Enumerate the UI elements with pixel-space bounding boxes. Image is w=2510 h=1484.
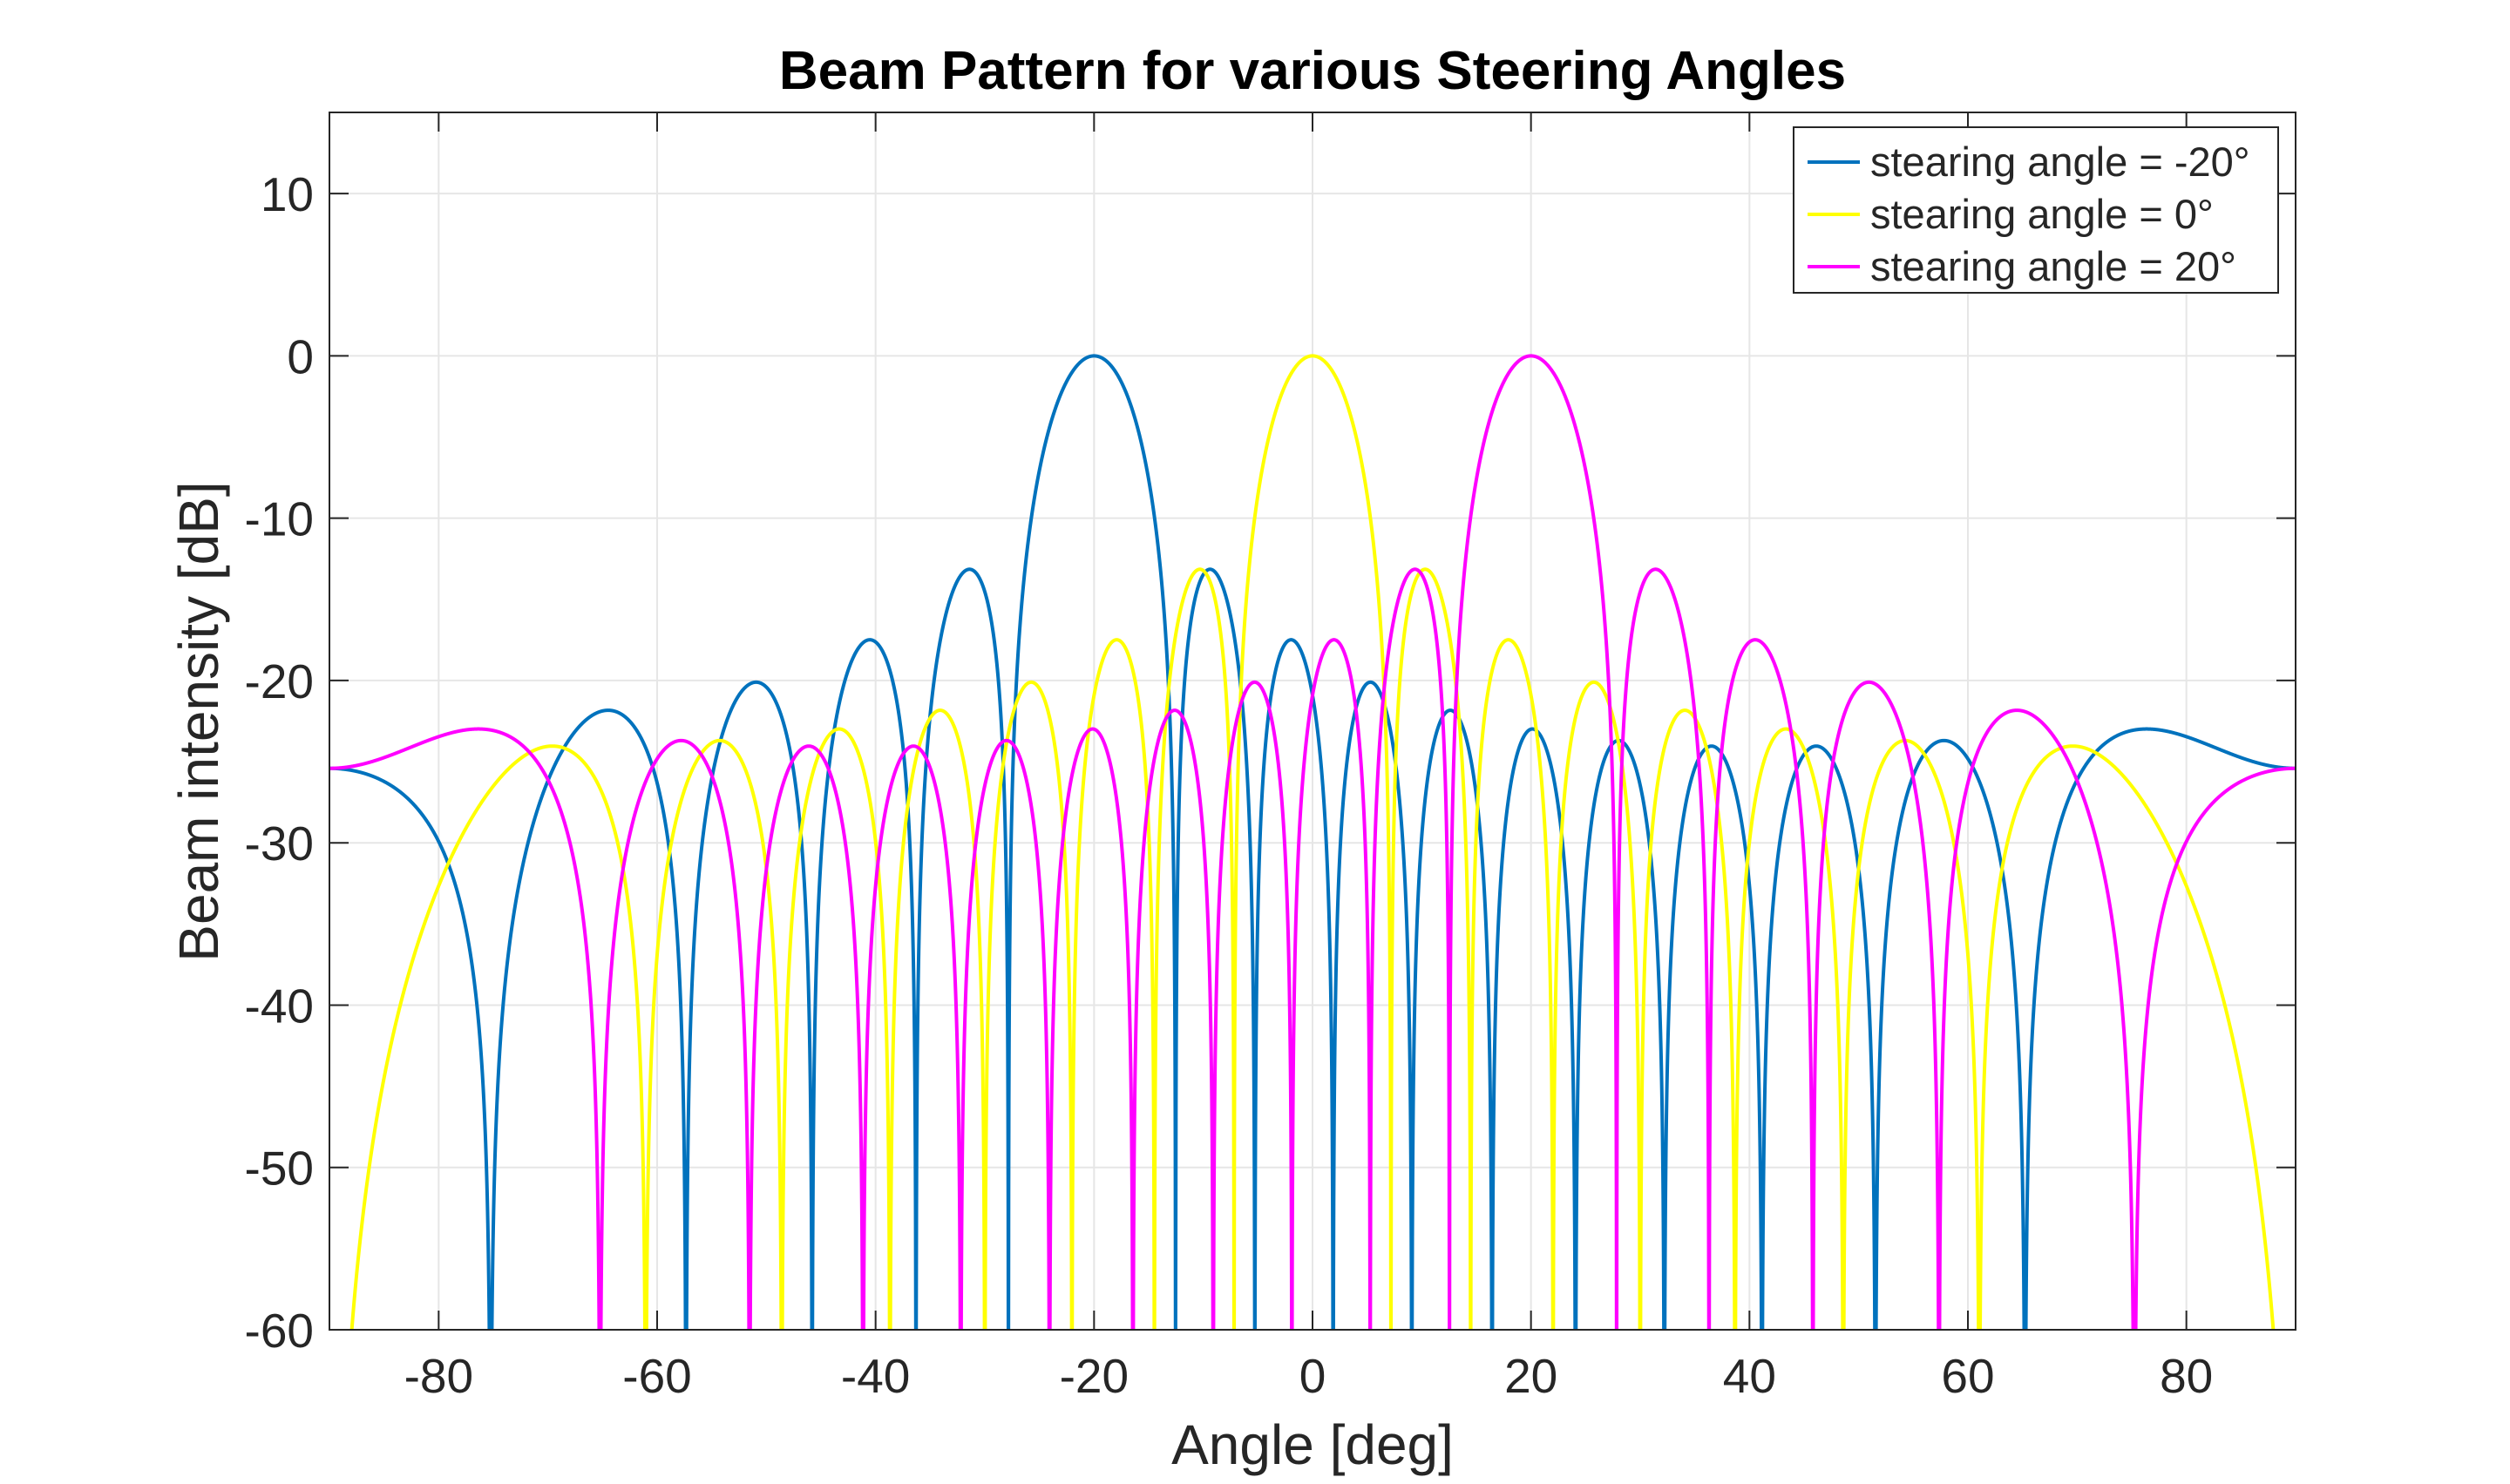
legend-label: stearing angle = 0° bbox=[1870, 191, 2214, 237]
legend: stearing angle = -20° stearing angle = 0°… bbox=[1793, 126, 2279, 294]
y-tick-label: -60 bbox=[245, 1304, 315, 1358]
y-tick-label: -30 bbox=[245, 817, 315, 871]
y-tick-label: -10 bbox=[245, 492, 315, 546]
y-tick-label: -40 bbox=[245, 979, 315, 1033]
x-tick-label: -40 bbox=[841, 1349, 911, 1403]
legend-box bbox=[1793, 126, 2279, 294]
series-line bbox=[329, 354, 2296, 1330]
x-tick-label: 20 bbox=[1504, 1349, 1557, 1403]
series-line bbox=[349, 354, 2276, 1330]
legend-label: stearing angle = -20° bbox=[1870, 139, 2250, 185]
chart-title: Beam Pattern for various Steering Angles bbox=[779, 41, 1846, 101]
y-tick-label: 10 bbox=[261, 167, 314, 221]
x-tick-label: 0 bbox=[1299, 1349, 1326, 1403]
x-tick-labels: -80 -60 -40 -20 0 20 40 60 80 bbox=[404, 1349, 2214, 1403]
y-tick-label: -50 bbox=[245, 1142, 315, 1196]
y-tick-label: 0 bbox=[287, 329, 314, 383]
x-tick-label: 80 bbox=[2160, 1349, 2213, 1403]
x-tick-label: 40 bbox=[1723, 1349, 1776, 1403]
x-tick-label: -60 bbox=[622, 1349, 692, 1403]
x-tick-label: -20 bbox=[1060, 1349, 1130, 1403]
x-tick-label: -80 bbox=[404, 1349, 474, 1403]
series-layer bbox=[329, 354, 2296, 1330]
y-tick-labels: 10 0 -10 -20 -30 -40 -50 -60 bbox=[245, 167, 315, 1358]
x-tick-label: 60 bbox=[1941, 1349, 1994, 1403]
x-axis-label: Angle [deg] bbox=[1171, 1413, 1454, 1476]
y-tick-label: -20 bbox=[245, 654, 315, 708]
y-axis-label: Beam intensity [dB] bbox=[167, 481, 230, 961]
ticks bbox=[329, 112, 2296, 1331]
legend-label: stearing angle = 20° bbox=[1870, 243, 2236, 289]
